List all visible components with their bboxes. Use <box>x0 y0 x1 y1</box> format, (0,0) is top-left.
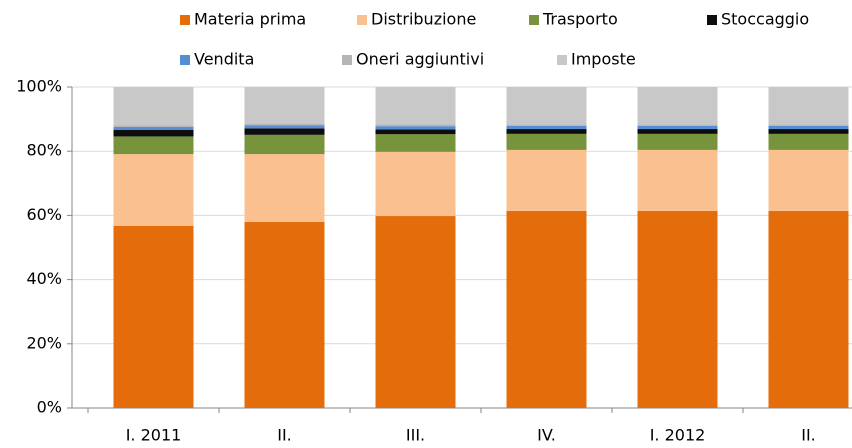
legend-swatch <box>357 15 367 25</box>
bar-segment <box>375 129 456 135</box>
bar-segment <box>244 87 325 124</box>
y-tick-label: 40% <box>26 269 62 288</box>
x-tick-label: II. <box>801 426 816 445</box>
bar-segment <box>768 125 849 130</box>
y-tick-label: 80% <box>26 141 62 160</box>
bar-segment <box>506 87 587 125</box>
bar-segment <box>244 128 325 135</box>
bar-segment <box>768 133 849 150</box>
bar-segment <box>506 210 587 408</box>
bar-segment <box>506 129 587 134</box>
bar-segment <box>375 87 456 125</box>
x-tick-label: I. 2012 <box>650 426 706 445</box>
bar-segment <box>637 210 718 408</box>
legend-label: Stoccaggio <box>721 10 809 29</box>
bar-segment <box>375 126 456 130</box>
legend-swatch <box>557 55 567 65</box>
y-tick-label: 20% <box>26 333 62 352</box>
y-tick-label: 100% <box>16 77 62 96</box>
bar-segment <box>637 129 718 134</box>
bar-segment <box>113 136 194 155</box>
legend-label: Distribuzione <box>371 10 476 29</box>
legend-swatch <box>529 15 539 25</box>
legend-swatch <box>707 15 717 25</box>
x-tick-label: I. 2011 <box>126 426 182 445</box>
bar-segment <box>244 123 325 126</box>
bar-segment <box>375 216 456 408</box>
bar-segment <box>244 134 325 155</box>
x-tick-label: III. <box>406 426 425 445</box>
bar-segment <box>506 124 587 126</box>
x-tick-label: IV. <box>537 426 556 445</box>
bar-segment <box>244 154 325 222</box>
bar-segment <box>113 225 194 408</box>
bar-segment <box>768 210 849 408</box>
bar-segment <box>244 125 325 129</box>
bar-segment <box>244 221 325 408</box>
x-tick-label: II. <box>277 426 292 445</box>
bar-segment <box>768 149 849 211</box>
y-tick-label: 0% <box>37 398 62 417</box>
bar-segment <box>375 134 456 152</box>
bar-segment <box>113 154 194 226</box>
bar-segment <box>637 149 718 211</box>
bar-segment <box>637 125 718 130</box>
bar-segment <box>768 124 849 126</box>
legend-swatch <box>342 55 352 65</box>
bar-segment <box>506 125 587 130</box>
bar-segment <box>506 149 587 211</box>
bar-segment <box>113 126 194 131</box>
legend-swatch <box>180 15 190 25</box>
bar-segment <box>375 151 456 217</box>
bar-segment <box>637 133 718 150</box>
bar-segment <box>113 87 194 126</box>
legend-label: Vendita <box>194 50 254 69</box>
bar-segment <box>375 124 456 127</box>
bar-segment <box>768 129 849 134</box>
legend-label: Oneri aggiuntivi <box>356 50 484 69</box>
bar-segment <box>113 130 194 137</box>
bar-segment <box>768 87 849 125</box>
legend-label: Imposte <box>571 50 636 69</box>
y-tick-label: 60% <box>26 205 62 224</box>
legend-swatch <box>180 55 190 65</box>
legend-label: Materia prima <box>194 10 306 29</box>
legend-label: Trasporto <box>542 10 618 29</box>
bar-segment <box>113 125 194 127</box>
bar-segment <box>637 87 718 125</box>
bar-segment <box>637 124 718 126</box>
bar-segment <box>506 133 587 150</box>
